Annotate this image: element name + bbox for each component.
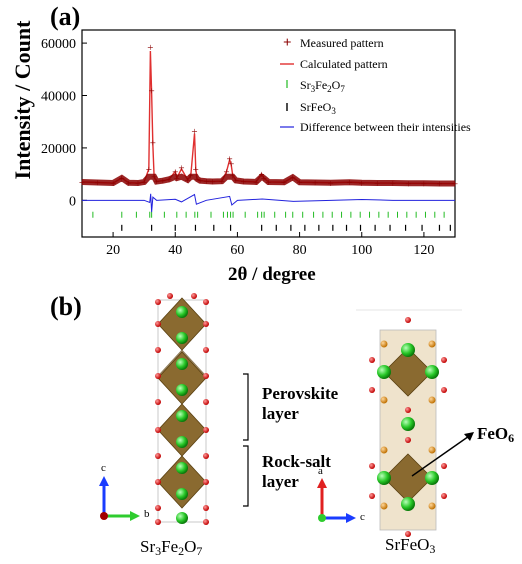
caption-srfeo3: SrFeO3	[385, 535, 436, 556]
calculated-pattern-line	[81, 50, 455, 185]
x-tick-label: 60	[230, 243, 244, 258]
measured-point: +	[223, 166, 229, 178]
panel-b-label: (b)	[50, 292, 82, 321]
rocksalt-layer-label: Rock-salt layer	[262, 452, 331, 491]
perovskite-layer-label: Perovskite layer	[262, 384, 339, 423]
difference-line	[82, 193, 455, 213]
axis-label-left-c: c	[101, 462, 106, 474]
measured-point: +	[178, 163, 184, 175]
measured-point: +	[191, 126, 197, 138]
measured-point: +	[146, 164, 152, 176]
crystal-structures	[99, 293, 474, 537]
srfeo3-structure	[356, 309, 474, 537]
legend-difference: Difference between their intensities	[300, 120, 471, 134]
measured-point: +	[149, 85, 155, 97]
feo6-arrow	[411, 433, 473, 477]
y-tick-label: 20000	[41, 142, 76, 157]
x-tick-label: 120	[413, 243, 434, 258]
axis-label-left-b: b	[144, 508, 150, 520]
legend-calculated: Calculated pattern	[300, 57, 388, 71]
axis-label-right-a: a	[318, 465, 323, 477]
feo6-label: FeO6	[477, 424, 515, 445]
x-tick-label: 40	[168, 243, 182, 258]
axis-label-right-c: c	[360, 511, 365, 523]
measured-point: +	[172, 166, 178, 178]
axis-triad-left	[99, 476, 140, 521]
legend-srfeo3: SrFeO3	[300, 100, 336, 116]
axis-triad-right	[317, 478, 356, 523]
measured-band	[81, 172, 455, 187]
measured-point: +	[228, 159, 234, 171]
x-tick-label: 80	[293, 243, 307, 258]
sr3fe2o7-structure	[155, 293, 249, 525]
x-tick-label: 100	[351, 243, 372, 258]
y-tick-label: 40000	[41, 90, 76, 105]
legend: + Measured pattern Calculated pattern Sr…	[280, 35, 471, 134]
measured-point: +	[193, 164, 199, 176]
x-tick-label: 20	[106, 243, 120, 258]
measured-point: +	[147, 42, 153, 54]
plot-frame	[81, 29, 456, 238]
x-axis-label: 2θ / degree	[228, 264, 316, 285]
legend-measured: Measured pattern	[300, 36, 384, 50]
measured-point: +	[227, 153, 233, 165]
measured-point: +	[150, 138, 156, 150]
y-tick-label: 60000	[41, 37, 76, 52]
panel-a-label: (a)	[50, 2, 81, 31]
caption-sr3fe2o7: Sr3Fe2O7	[140, 537, 203, 558]
y-tick-label: 0	[69, 194, 76, 209]
svg-text:+: +	[283, 35, 292, 51]
legend-sr3fe2o7: Sr3Fe2O7	[300, 78, 345, 94]
